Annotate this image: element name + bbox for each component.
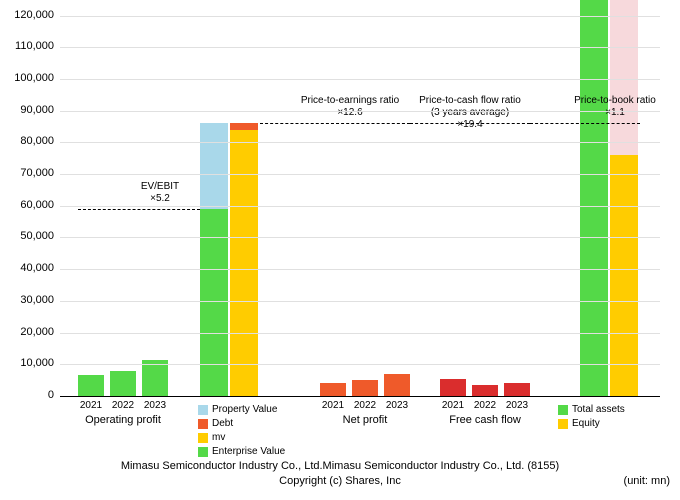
legend-label: Debt bbox=[212, 418, 233, 429]
y-tick-label: 110,000 bbox=[4, 40, 54, 52]
bar-ev-side bbox=[230, 123, 258, 129]
gridline bbox=[60, 237, 660, 238]
bar-op-2022 bbox=[110, 371, 136, 396]
annotation-line-ev_ebit bbox=[78, 209, 200, 210]
gridline bbox=[60, 396, 660, 397]
annotation-label-ev_ebit: EV/EBIT×5.2 bbox=[105, 181, 215, 205]
legend-item: Total assets bbox=[558, 404, 625, 415]
gridline bbox=[60, 79, 660, 80]
y-tick-label: 40,000 bbox=[4, 262, 54, 274]
y-tick-label: 0 bbox=[4, 389, 54, 401]
legend-item: Debt bbox=[198, 418, 233, 429]
annotation-label-pfcf: Price-to-cash flow ratio (3 years averag… bbox=[415, 95, 525, 131]
group-label-fcf: Free cash flow bbox=[430, 414, 540, 426]
x-tick-label: 2021 bbox=[436, 400, 470, 411]
x-tick-label: 2023 bbox=[380, 400, 414, 411]
x-tick-label: 2021 bbox=[74, 400, 108, 411]
bar-fcf-2022 bbox=[472, 385, 498, 396]
legend-swatch bbox=[198, 447, 208, 457]
legend-swatch bbox=[558, 405, 568, 415]
gridline bbox=[60, 364, 660, 365]
bar-pbr-equity bbox=[610, 155, 638, 396]
bar-np-2022 bbox=[352, 380, 378, 396]
legend-item: mv bbox=[198, 432, 225, 443]
x-tick-label: 2023 bbox=[500, 400, 534, 411]
x-tick-label: 2022 bbox=[348, 400, 382, 411]
annotation-line-pbr_ann bbox=[530, 123, 640, 124]
annotation-label-per: Price-to-earnings ratio×12.6 bbox=[295, 95, 405, 119]
bar-fcf-2021 bbox=[440, 379, 466, 396]
gridline bbox=[60, 206, 660, 207]
y-tick-label: 70,000 bbox=[4, 167, 54, 179]
y-tick-label: 90,000 bbox=[4, 104, 54, 116]
group-label-np: Net profit bbox=[310, 414, 420, 426]
footer-unit: (unit: mn) bbox=[624, 475, 670, 487]
gridline bbox=[60, 47, 660, 48]
legend-item: Equity bbox=[558, 418, 600, 429]
gridline bbox=[60, 269, 660, 270]
footer-company: Mimasu Semiconductor Industry Co., Ltd.M… bbox=[0, 460, 680, 472]
legend-item: Enterprise Value bbox=[198, 446, 285, 457]
gridline bbox=[60, 142, 660, 143]
gridline bbox=[60, 333, 660, 334]
legend-label: Total assets bbox=[572, 404, 625, 415]
bar-ev-side bbox=[230, 130, 258, 396]
legend-label: Property Value bbox=[212, 404, 277, 415]
y-tick-label: 80,000 bbox=[4, 135, 54, 147]
bar-pbr-total-assets bbox=[580, 0, 608, 396]
legend-swatch bbox=[558, 419, 568, 429]
annotation-line-per bbox=[260, 123, 410, 124]
y-tick-label: 50,000 bbox=[4, 230, 54, 242]
x-tick-label: 2022 bbox=[468, 400, 502, 411]
chart-container: 0 10,000 20,000 30,000 40,000 50,000 60,000 70,… bbox=[0, 0, 680, 500]
gridline bbox=[60, 301, 660, 302]
bar-op-2021 bbox=[78, 375, 104, 396]
legend-label: Equity bbox=[572, 418, 600, 429]
x-tick-label: 2023 bbox=[138, 400, 172, 411]
legend-swatch bbox=[198, 433, 208, 443]
legend-swatch bbox=[198, 405, 208, 415]
gridline bbox=[60, 111, 660, 112]
x-tick-label: 2021 bbox=[316, 400, 350, 411]
gridline bbox=[60, 174, 660, 175]
bar-pbr-overlay bbox=[610, 0, 638, 155]
legend-label: Enterprise Value bbox=[212, 446, 285, 457]
footer-copyright: Copyright (c) Shares, Inc bbox=[0, 475, 680, 487]
x-tick-label: 2022 bbox=[106, 400, 140, 411]
y-tick-label: 30,000 bbox=[4, 294, 54, 306]
y-tick-label: 120,000 bbox=[4, 9, 54, 21]
y-tick-label: 60,000 bbox=[4, 199, 54, 211]
gridline bbox=[60, 16, 660, 17]
legend-item: Property Value bbox=[198, 404, 277, 415]
y-tick-label: 100,000 bbox=[4, 72, 54, 84]
bar-np-2021 bbox=[320, 383, 346, 396]
bar-fcf-2023 bbox=[504, 383, 530, 396]
group-label-op: Operating profit bbox=[68, 414, 178, 426]
annotation-label-pbr_ann: Price-to-book ratio×1.1 bbox=[560, 95, 670, 119]
y-tick-label: 20,000 bbox=[4, 326, 54, 338]
legend-swatch bbox=[198, 419, 208, 429]
bar-np-2023 bbox=[384, 374, 410, 396]
y-tick-label: 10,000 bbox=[4, 357, 54, 369]
legend-label: mv bbox=[212, 432, 225, 443]
